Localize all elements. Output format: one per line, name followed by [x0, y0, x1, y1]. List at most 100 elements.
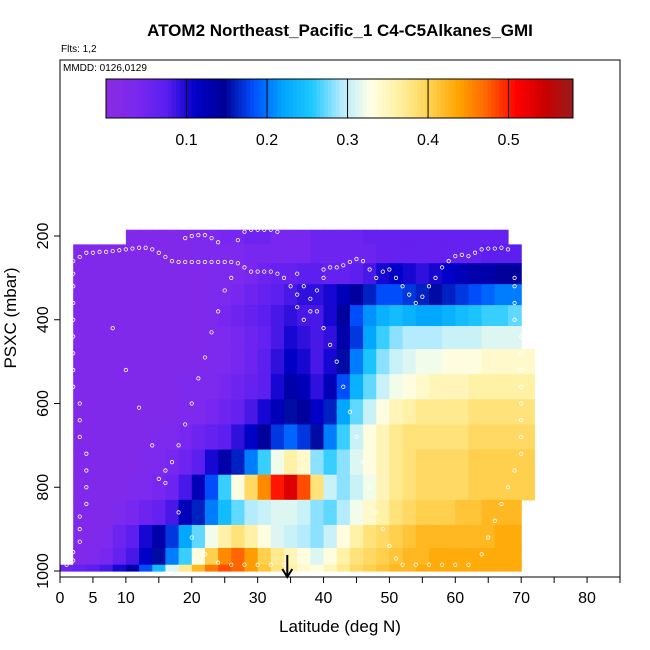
- track-point: [512, 300, 517, 306]
- track-point: [308, 309, 313, 314]
- track-point: [77, 434, 82, 440]
- track-point: [235, 238, 240, 243]
- heatmap-cell: [270, 229, 285, 245]
- heatmap-cell: [494, 326, 509, 350]
- x-tick-label: 20: [183, 590, 201, 607]
- x-tick-label: 5: [88, 590, 97, 607]
- track-point: [163, 480, 168, 486]
- heatmap-cell: [402, 374, 417, 400]
- heatmap-cell: [363, 244, 377, 264]
- heatmap-cell: [178, 244, 193, 264]
- track-point: [426, 284, 432, 289]
- colorbar-swatch: [323, 79, 329, 118]
- heatmap-cell: [112, 244, 127, 264]
- heatmap-cell: [494, 244, 509, 264]
- heatmap-cell: [310, 424, 325, 451]
- colorbar-swatch: [518, 79, 523, 118]
- heatmap-cell: [521, 424, 535, 451]
- heatmap-cell: [73, 263, 87, 285]
- heatmap-cell: [376, 399, 391, 426]
- track-point: [321, 275, 326, 280]
- heatmap-cell: [455, 399, 470, 426]
- heatmap-cell: [231, 284, 246, 306]
- heatmap-cell: [125, 564, 140, 572]
- heatmap-cell: [402, 399, 417, 426]
- heatmap-cell: [415, 305, 430, 327]
- colorbar-swatch: [117, 79, 123, 118]
- heatmap-cell: [468, 229, 483, 245]
- track-point: [512, 284, 517, 289]
- heatmap-cell: [336, 564, 351, 572]
- heatmap-cell: [297, 326, 311, 350]
- track-point: [176, 510, 181, 515]
- track-point: [196, 376, 201, 381]
- heatmap-cell: [231, 424, 246, 451]
- track-point: [222, 259, 227, 265]
- heatmap-cell: [257, 305, 272, 327]
- heatmap-cell: [310, 284, 325, 306]
- heatmap-cell: [218, 547, 232, 566]
- heatmap-cell: [99, 424, 114, 451]
- y-tick-label: 600: [35, 390, 52, 417]
- heatmap-cell: [297, 399, 311, 426]
- heatmap-cell: [99, 547, 114, 566]
- heatmap-cell: [323, 229, 338, 245]
- colorbar-swatch: [339, 79, 344, 118]
- heatmap-cell: [231, 499, 246, 526]
- heatmap-cell: [125, 474, 140, 501]
- colorbar-swatch: [109, 79, 115, 118]
- track-point: [150, 247, 155, 252]
- track-point: [499, 501, 504, 507]
- heatmap-cell: [428, 524, 443, 549]
- heatmap-cell: [389, 524, 404, 549]
- heatmap-cell: [99, 449, 114, 476]
- heatmap-cell: [178, 349, 193, 375]
- heatmap-cell: [218, 229, 232, 245]
- heatmap-cell: [218, 349, 232, 375]
- track-point: [367, 267, 372, 272]
- colorbar-swatch: [222, 79, 228, 118]
- heatmap-cell: [204, 229, 219, 245]
- colorbar-swatch: [191, 79, 197, 118]
- heatmap-cell: [376, 499, 391, 526]
- heatmap-cell: [73, 424, 87, 451]
- heatmap-cell: [152, 564, 167, 572]
- heatmap-cell: [389, 284, 404, 306]
- heatmap-cell: [297, 263, 311, 285]
- heatmap-cell: [112, 374, 127, 400]
- colorbar-tick-label: 0.3: [336, 132, 358, 149]
- colorbar-swatch: [483, 79, 488, 118]
- heatmap-cell: [508, 374, 522, 400]
- colorbar-swatch: [467, 79, 473, 118]
- heatmap-cell: [508, 474, 522, 501]
- heatmap-cell: [376, 326, 391, 350]
- heatmap-cell: [310, 524, 325, 549]
- heatmap-cell: [257, 244, 272, 264]
- track-point: [110, 248, 115, 254]
- heatmap-cell: [99, 326, 114, 350]
- heatmap-cell: [363, 474, 377, 501]
- heatmap-cell: [139, 229, 153, 245]
- track-point: [209, 235, 214, 241]
- track-point: [229, 562, 234, 567]
- heatmap-cell: [310, 399, 325, 426]
- x-tick-label: 80: [578, 590, 596, 607]
- heatmap-cell: [455, 244, 470, 264]
- heatmap-cell: [468, 374, 483, 400]
- track-point: [77, 527, 82, 532]
- heatmap-cell: [112, 305, 127, 327]
- heatmap-cell: [191, 474, 206, 501]
- heatmap-cell: [139, 263, 153, 285]
- heatmap-cell: [442, 374, 456, 400]
- heatmap-cell: [99, 305, 114, 327]
- heatmap-cell: [494, 449, 509, 476]
- heatmap-cell: [481, 284, 496, 306]
- heatmap-cell: [270, 564, 285, 572]
- heatmap-cell: [363, 263, 377, 285]
- colorbar-swatch: [351, 79, 356, 118]
- heatmap-cell: [336, 305, 351, 327]
- heatmap-cell: [112, 524, 127, 549]
- heatmap-cell: [363, 399, 377, 426]
- heatmap-cell: [99, 244, 114, 264]
- heatmap-cell: [323, 326, 338, 350]
